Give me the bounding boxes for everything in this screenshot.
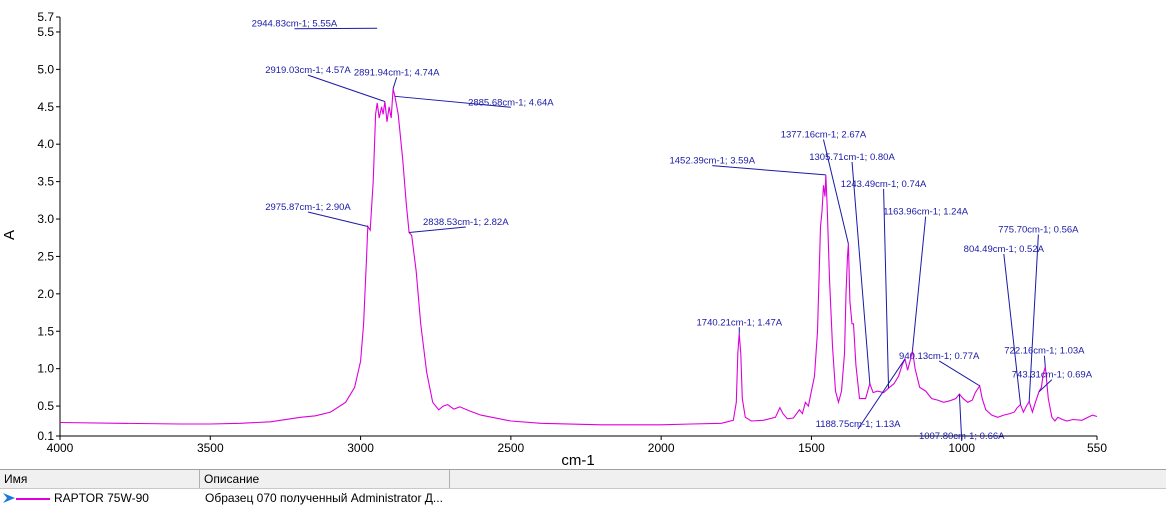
- annotation-label: 2891.94cm-1; 4.74A: [354, 67, 440, 78]
- annotation-label: 722.16cm-1; 1.03A: [1004, 346, 1085, 357]
- y-axis-title: A: [1, 230, 18, 240]
- peak-annotation: 2885.68cm-1; 4.64A: [394, 95, 554, 108]
- x-tick-label: 3500: [197, 441, 224, 455]
- x-tick-label: 550: [1087, 441, 1107, 455]
- peak-annotation: 2838.53cm-1; 2.82A: [409, 217, 509, 233]
- annotation-label: 2919.03cm-1; 4.57A: [265, 65, 351, 76]
- peak-annotation: 775.70cm-1; 0.56A: [998, 224, 1079, 402]
- chart-marks: [59, 88, 1098, 426]
- annotation-label: 940.13cm-1; 0.77A: [899, 351, 980, 362]
- annotation-leader: [958, 394, 963, 442]
- x-tick-label: 1500: [798, 441, 825, 455]
- column-header-name[interactable]: Имя: [0, 470, 200, 488]
- column-header-description[interactable]: Описание: [200, 470, 450, 488]
- y-tick-label: 1.5: [37, 324, 54, 338]
- series-name: RAPTOR 75W-90: [54, 491, 149, 505]
- annotation-leader: [883, 188, 890, 389]
- annotation-leader: [307, 211, 368, 227]
- peak-annotation: 2944.83cm-1; 5.55A: [252, 19, 378, 30]
- peak-annotation: 2975.87cm-1; 2.90A: [265, 202, 368, 227]
- spectrum-chart: 4000 3500 3000 2500 2000 1500 1000 550 0.1 0.5 1.0…: [1, 10, 1107, 468]
- annotation-label: 2885.68cm-1; 4.64A: [468, 97, 554, 108]
- y-tick-label: 2.0: [37, 287, 54, 301]
- chart-annotations: 2944.83cm-1; 5.55A 2891.94cm-1; 4.74A2919…: [252, 19, 1093, 442]
- annotation-label: 1188.75cm-1; 1.13A: [816, 419, 902, 430]
- annotation-label: 1740.21cm-1; 1.47A: [697, 317, 783, 328]
- y-tick-label: 4.0: [37, 137, 54, 151]
- annotation-leader: [1003, 253, 1022, 405]
- annotation-leader: [822, 139, 849, 244]
- legend-table: Имя Описание RAPTOR 75W-90 Образец 070 п…: [0, 469, 1166, 508]
- annotation-leader: [712, 165, 826, 176]
- y-tick-label: 5.0: [37, 62, 54, 76]
- y-tick-label: 2.5: [37, 249, 54, 263]
- peak-annotation: 2891.94cm-1; 4.74A: [354, 67, 440, 89]
- annotation-label: 2975.87cm-1; 2.90A: [265, 202, 351, 213]
- peak-annotation: 722.16cm-1; 1.03A: [1004, 346, 1085, 367]
- annotation-leader: [1038, 379, 1053, 393]
- peak-annotation: 940.13cm-1; 0.77A: [899, 351, 980, 387]
- annotation-label: 743.31cm-1; 0.69A: [1012, 370, 1093, 381]
- annotation-leader: [409, 226, 466, 233]
- annotation-leader: [851, 161, 871, 384]
- annotation-label: 1452.39cm-1; 3.59A: [669, 156, 755, 167]
- annotation-label: 1163.96cm-1; 1.24A: [883, 207, 969, 218]
- series-line: [59, 88, 1098, 426]
- y-tick-label: 3.5: [37, 175, 54, 189]
- annotation-leader: [911, 216, 927, 351]
- table-row[interactable]: RAPTOR 75W-90 Образец 070 полученный Adm…: [0, 489, 1166, 507]
- annotation-label: 1305.71cm-1; 0.80A: [809, 152, 895, 163]
- peak-annotation: 1007.80cm-1; 0.66A: [919, 394, 1005, 442]
- legend-table-header: Имя Описание: [0, 469, 1166, 489]
- peak-annotation: 1188.75cm-1; 1.13A: [816, 358, 906, 430]
- y-tick-label: 5.7: [37, 10, 54, 24]
- annotation-label: 804.49cm-1; 0.52A: [964, 244, 1045, 255]
- peak-annotation: 1305.71cm-1; 0.80A: [809, 152, 895, 384]
- series-description: Образец 070 полученный Administrator Д..…: [205, 491, 443, 505]
- peak-annotation: 1377.16cm-1; 2.67A: [781, 129, 867, 244]
- annotation-leader: [938, 360, 980, 387]
- annotation-label: 1007.80cm-1; 0.66A: [919, 431, 1005, 442]
- peak-annotation: 1243.49cm-1; 0.74A: [841, 179, 927, 389]
- peak-annotation: 804.49cm-1; 0.52A: [964, 244, 1045, 405]
- x-tick-label: 3000: [347, 441, 374, 455]
- y-tick-label: 1.0: [37, 362, 54, 376]
- y-tick-label: 0.5: [37, 399, 54, 413]
- x-tick-label: 1000: [948, 441, 975, 455]
- annotation-leader: [394, 95, 511, 108]
- y-tick-label: 5.5: [37, 25, 54, 39]
- x-tick-label: 4000: [47, 441, 74, 455]
- annotation-leader: [1043, 355, 1046, 367]
- annotation-leader: [307, 74, 386, 103]
- annotation-leader: [392, 77, 398, 89]
- annotation-label: 2944.83cm-1; 5.55A: [252, 19, 338, 30]
- x-tick-label: 2000: [648, 441, 675, 455]
- peak-annotation: 1740.21cm-1; 1.47A: [697, 317, 783, 334]
- peak-annotation: 1452.39cm-1; 3.59A: [669, 156, 826, 176]
- annotation-leader: [857, 358, 906, 430]
- annotation-label: 2838.53cm-1; 2.82A: [423, 217, 509, 228]
- annotation-label: 775.70cm-1; 0.56A: [998, 224, 1079, 235]
- peak-annotation: 2919.03cm-1; 4.57A: [265, 65, 386, 103]
- annotation-label: 1377.16cm-1; 2.67A: [781, 129, 867, 140]
- annotation-leader: [1028, 234, 1039, 402]
- x-axis-title: cm-1: [561, 452, 594, 468]
- peak-annotation: 1163.96cm-1; 1.24A: [883, 207, 969, 351]
- annotation-label: 1243.49cm-1; 0.74A: [841, 179, 927, 190]
- y-tick-label: 3.0: [37, 212, 54, 226]
- y-tick-label: 4.5: [37, 100, 54, 114]
- peak-annotation: 743.31cm-1; 0.69A: [1012, 370, 1093, 393]
- annotation-leader: [294, 27, 378, 30]
- x-tick-label: 2500: [498, 441, 525, 455]
- y-tick-label: 0.1: [37, 429, 54, 443]
- series-color-swatch: [16, 498, 50, 500]
- row-pointer-icon: [3, 493, 15, 503]
- chart-axes: 4000 3500 3000 2500 2000 1500 1000 550 0.1 0.5 1.0…: [37, 10, 1107, 455]
